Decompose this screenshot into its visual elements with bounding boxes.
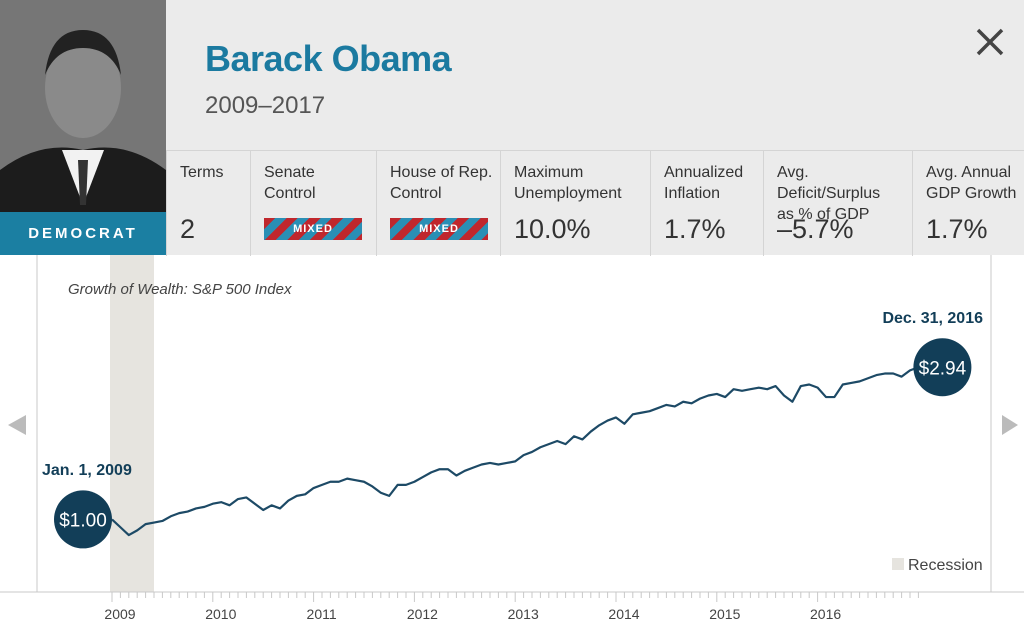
x-tick-label: 2011 bbox=[307, 606, 337, 622]
term-years: 2009–2017 bbox=[205, 92, 326, 119]
stat-label: Senate Control bbox=[264, 164, 316, 202]
party-label: DEMOCRAT bbox=[0, 212, 166, 255]
x-tick-label: 2013 bbox=[508, 606, 539, 622]
stat-cell: Avg. Deficit/Surplus as % of GDP –5.7% bbox=[763, 151, 912, 256]
stat-value: 10.0% bbox=[514, 214, 591, 244]
stat-cell: Maximum Unemployment 10.0% bbox=[500, 151, 650, 256]
chart-title: Growth of Wealth: S&P 500 Index bbox=[68, 281, 292, 298]
stat-cell: Terms 2 bbox=[166, 151, 250, 256]
stat-label: House of Rep. Control bbox=[390, 164, 493, 202]
stat-value: 2 bbox=[180, 214, 196, 244]
stat-cell: House of Rep. Control MIXED bbox=[376, 151, 500, 256]
annotation: Jan. 1, 2009 bbox=[42, 462, 132, 479]
stat-value: 1.7% bbox=[664, 214, 726, 244]
header: DEMOCRAT Barack Obama 2009–2017 Terms 2 Se… bbox=[0, 0, 1024, 256]
stat-value: 1.7% bbox=[926, 214, 988, 244]
stat-badge: MIXED bbox=[390, 218, 488, 240]
close-button[interactable] bbox=[972, 24, 1008, 60]
portrait bbox=[0, 0, 166, 212]
x-tick-label: 2009 bbox=[104, 606, 135, 622]
recession-band bbox=[110, 255, 154, 592]
stat-label: Avg. Deficit/Surplus as % of GDP bbox=[777, 164, 881, 223]
prev-arrow[interactable] bbox=[8, 415, 26, 435]
value-bubble bbox=[913, 338, 972, 397]
line bbox=[111, 366, 919, 537]
legend-label: Recession bbox=[908, 557, 983, 574]
stat-label: Avg. Annual GDP Growth bbox=[926, 164, 1017, 202]
legend-swatch bbox=[892, 558, 904, 570]
stat-cell: Annualized Inflation 1.7% bbox=[650, 151, 763, 256]
stat-label: Annualized Inflation bbox=[664, 164, 744, 202]
stat-value: –5.7% bbox=[777, 214, 854, 244]
stat-label: Terms bbox=[180, 164, 224, 181]
next-arrow[interactable] bbox=[1002, 415, 1018, 435]
president-name: Barack Obama bbox=[205, 38, 452, 79]
value-label: $1.00 bbox=[59, 510, 107, 531]
stats-row: Terms 2 Senate Control MIXED House of Rep. C… bbox=[166, 150, 1024, 256]
value-bubble bbox=[54, 490, 112, 549]
stat-badge: MIXED bbox=[264, 218, 362, 240]
stat-label: Maximum Unemployment bbox=[514, 164, 622, 202]
x-tick-label: 2014 bbox=[608, 606, 639, 622]
x-tick-label: 2015 bbox=[709, 606, 740, 622]
value-label: $2.94 bbox=[919, 358, 967, 379]
x-tick-label: 2012 bbox=[407, 606, 438, 622]
stat-cell: Avg. Annual GDP Growth 1.7% bbox=[912, 151, 1024, 256]
x-tick-label: 2016 bbox=[810, 606, 841, 622]
x-tick-label: 2010 bbox=[205, 606, 236, 622]
stat-cell: Senate Control MIXED bbox=[250, 151, 376, 256]
annotation: Dec. 31, 2016 bbox=[882, 310, 983, 327]
